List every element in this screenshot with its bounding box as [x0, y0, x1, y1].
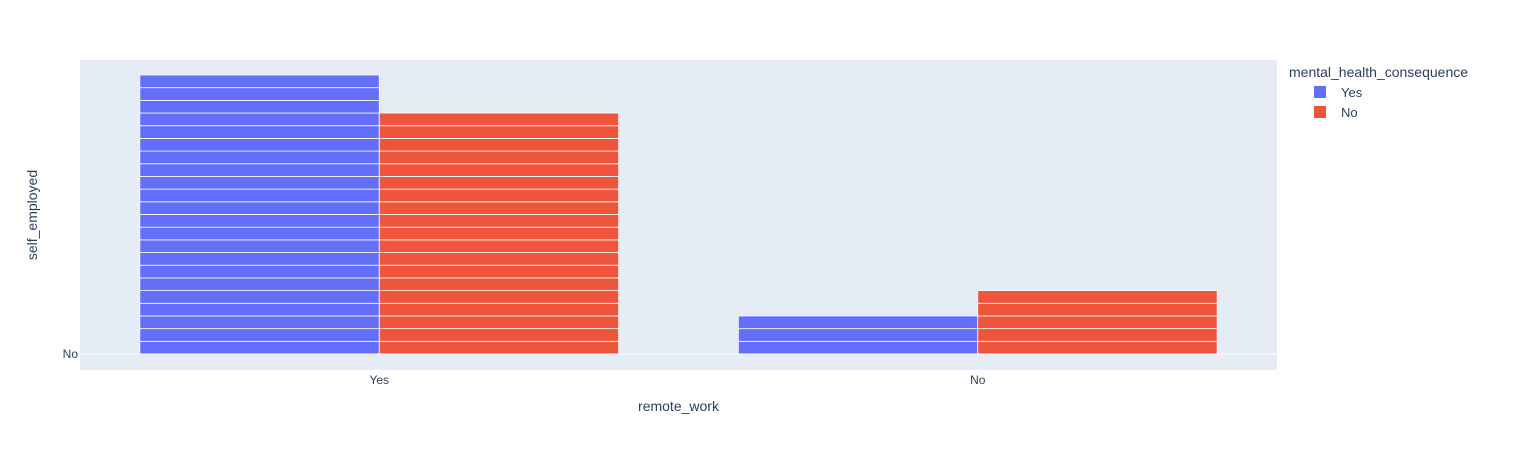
bar-segment-yes-no[interactable]	[378, 315, 620, 330]
bar-segment-yes-yes[interactable]	[139, 138, 380, 152]
bar-segment-yes-yes[interactable]	[139, 201, 380, 215]
bar-segment-yes-yes[interactable]	[139, 99, 380, 114]
bar-segment-no-yes[interactable]	[737, 328, 979, 342]
bar-segment-yes-no[interactable]	[378, 264, 620, 279]
legend-title: mental_health_consequence	[1289, 64, 1468, 80]
bar-segment-yes-yes[interactable]	[139, 214, 380, 228]
bar-segment-yes-no[interactable]	[378, 214, 620, 228]
bar-segment-yes-yes[interactable]	[139, 163, 380, 177]
bar-segment-yes-yes[interactable]	[139, 315, 380, 330]
bar-segment-no-no[interactable]	[977, 315, 1218, 330]
bar-segment-yes-yes[interactable]	[139, 125, 380, 139]
legend-label-yes[interactable]: Yes	[1341, 85, 1363, 100]
bar-segment-yes-no[interactable]	[378, 252, 620, 266]
bar-segment-yes-no[interactable]	[378, 302, 620, 317]
bar-segment-no-no[interactable]	[977, 340, 1218, 355]
bar-segment-yes-yes[interactable]	[139, 264, 380, 279]
bar-segment-yes-no[interactable]	[378, 176, 620, 190]
bar-segment-yes-yes[interactable]	[139, 87, 380, 101]
bar-segment-no-no[interactable]	[977, 290, 1218, 304]
bar-segment-yes-yes[interactable]	[139, 176, 380, 190]
bar-segment-yes-no[interactable]	[378, 125, 620, 139]
bar-segment-no-no[interactable]	[977, 302, 1218, 317]
bar-segment-yes-no[interactable]	[378, 138, 620, 152]
bar-segment-yes-yes[interactable]	[139, 302, 380, 317]
bar-segment-yes-yes[interactable]	[139, 340, 380, 355]
bar-segment-yes-yes[interactable]	[139, 252, 380, 266]
bar-segment-yes-no[interactable]	[378, 340, 620, 355]
bar-segment-yes-no[interactable]	[378, 150, 620, 165]
y-tick-labels: No	[63, 347, 79, 361]
bar-segment-yes-yes[interactable]	[139, 328, 380, 342]
bar-segment-yes-yes[interactable]	[139, 290, 380, 304]
bar-segment-no-yes[interactable]	[737, 340, 979, 355]
x-tick-labels: Yes No	[369, 373, 985, 387]
bar-segment-yes-yes[interactable]	[139, 188, 380, 203]
bar-segment-yes-no[interactable]	[378, 112, 620, 127]
legend-label-no[interactable]: No	[1341, 105, 1358, 120]
bar-segment-no-no[interactable]	[977, 328, 1218, 342]
bar-segment-yes-yes[interactable]	[139, 239, 380, 253]
bar-segment-yes-yes[interactable]	[139, 112, 380, 127]
legend-swatch-yes[interactable]	[1314, 86, 1326, 98]
bar-segment-yes-no[interactable]	[378, 277, 620, 291]
bar-segment-no-yes[interactable]	[737, 315, 979, 330]
bar-segment-yes-no[interactable]	[378, 201, 620, 215]
bar-segment-yes-no[interactable]	[378, 226, 620, 241]
bar-segment-yes-yes[interactable]	[139, 226, 380, 241]
legend-swatch-no[interactable]	[1314, 106, 1326, 118]
bar-segment-yes-yes[interactable]	[139, 150, 380, 165]
bar-segment-yes-no[interactable]	[378, 290, 620, 304]
x-axis-title: remote_work	[638, 398, 720, 414]
legend[interactable]: mental_health_consequence Yes No	[1289, 64, 1468, 120]
bar-segment-yes-yes[interactable]	[139, 277, 380, 291]
y-axis-title: self_employed	[24, 170, 40, 260]
bar-segment-yes-yes[interactable]	[139, 74, 380, 89]
bar-segment-yes-no[interactable]	[378, 188, 620, 203]
y-tick-label: No	[63, 347, 79, 361]
x-tick-label: No	[970, 373, 986, 387]
bar-segment-yes-no[interactable]	[378, 239, 620, 253]
bar-segment-yes-no[interactable]	[378, 328, 620, 342]
bar-segment-yes-no[interactable]	[378, 163, 620, 177]
x-tick-label: Yes	[369, 373, 389, 387]
